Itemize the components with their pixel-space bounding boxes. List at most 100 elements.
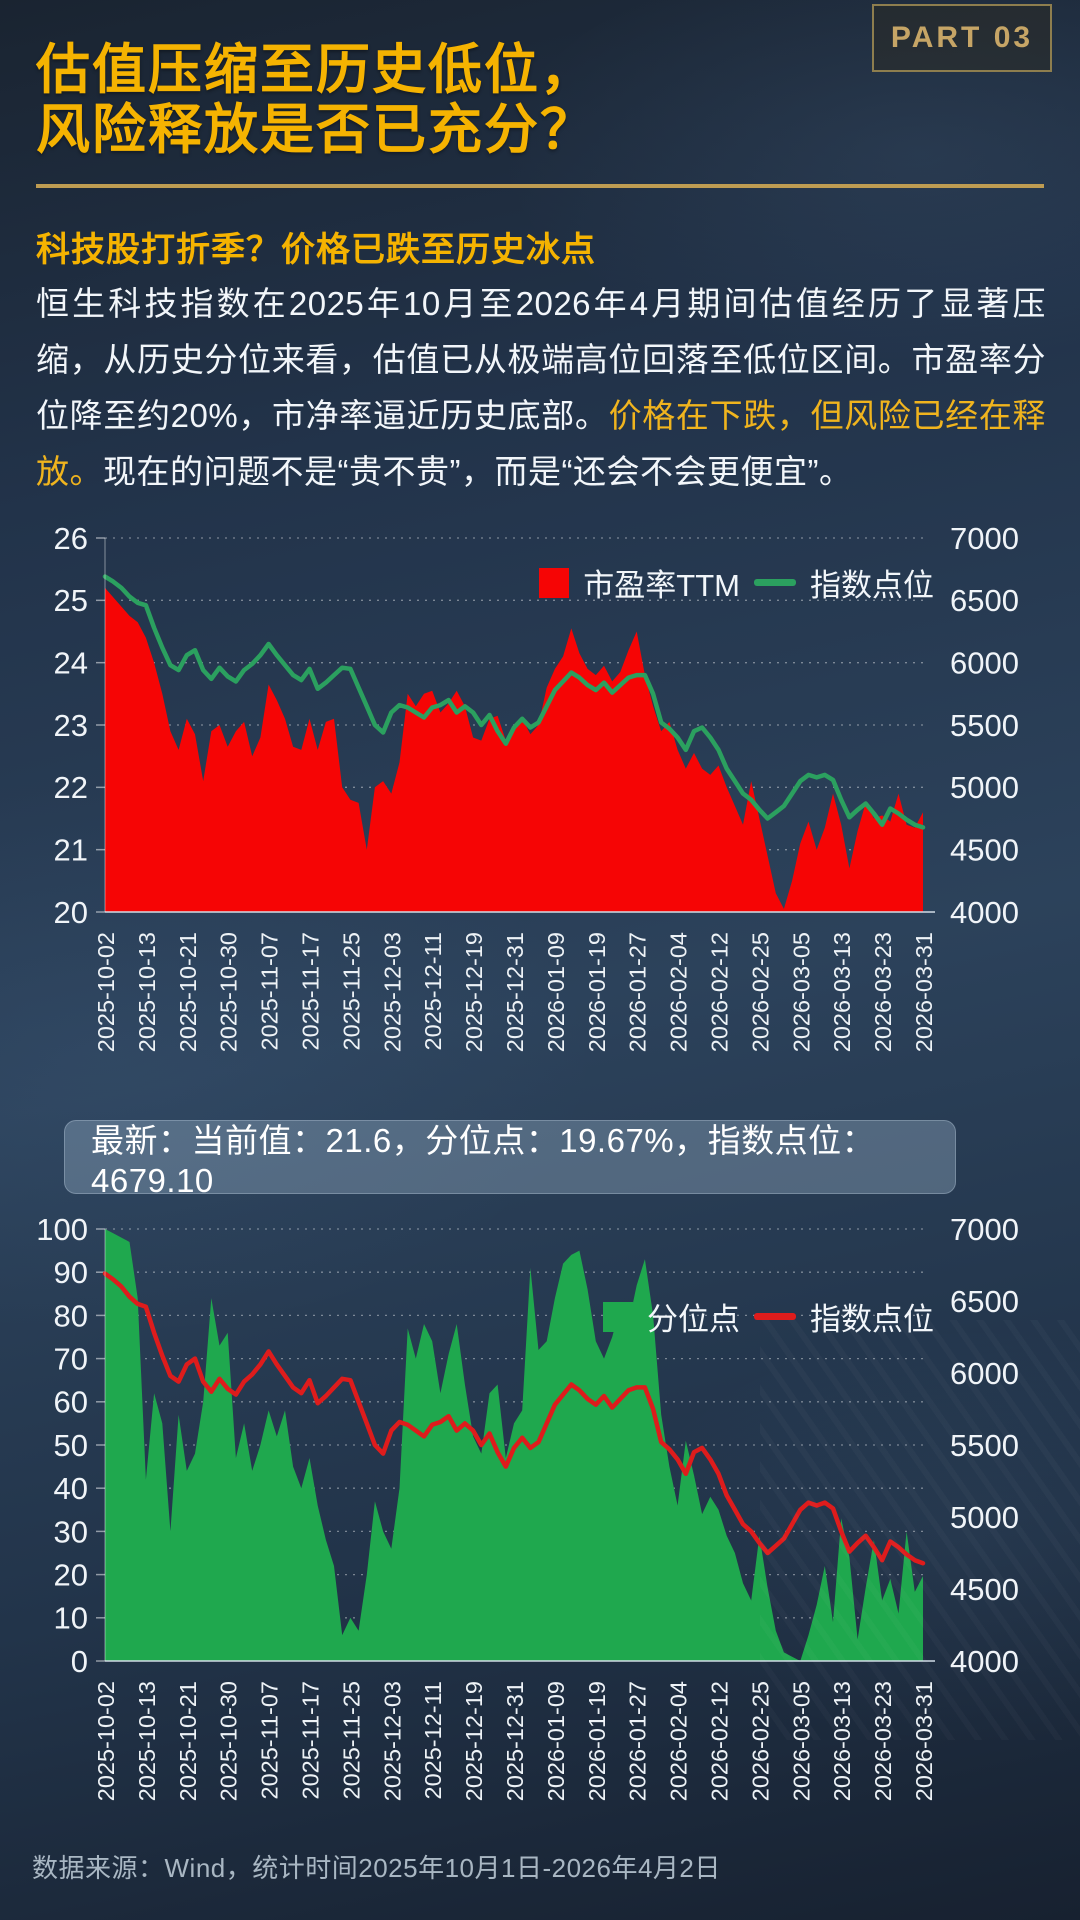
- left-axis-tick-label: 90: [54, 1255, 88, 1290]
- x-axis-date-label: 2025-10-30: [216, 932, 242, 1052]
- left-axis-tick-label: 24: [54, 646, 88, 681]
- left-axis-tick-label: 60: [54, 1385, 88, 1420]
- x-axis-date-label: 2025-10-30: [216, 1681, 242, 1801]
- x-axis-date-label: 2026-03-23: [870, 1681, 896, 1801]
- x-axis-date-label: 2026-02-12: [707, 1681, 733, 1801]
- x-axis-date-label: 2026-03-31: [911, 932, 937, 1052]
- right-axis-tick-label: 5000: [950, 1500, 1019, 1535]
- part-badge: PART 03: [872, 4, 1052, 72]
- x-axis-date-label: 2026-03-13: [829, 1681, 855, 1801]
- right-axis-tick-label: 6500: [950, 1284, 1019, 1319]
- paragraph-highlight: 价格在下跌，但风险已经在释放。: [36, 397, 1046, 490]
- right-axis-tick-label: 4000: [950, 895, 1019, 930]
- gold-divider: [36, 184, 1044, 188]
- x-axis-date-label: 2025-12-03: [379, 932, 405, 1052]
- x-axis-date-label: 2026-02-25: [747, 1681, 773, 1801]
- x-axis-date-label: 2025-10-21: [175, 1681, 201, 1801]
- x-axis-date-label: 2025-12-03: [379, 1681, 405, 1801]
- right-axis-tick-label: 5500: [950, 708, 1019, 743]
- series-line-指数点位: [102, 1271, 926, 1566]
- pe-area-swatch: [539, 567, 570, 598]
- left-axis-tick-label: 25: [54, 583, 88, 618]
- x-axis-date-label: 2025-12-31: [502, 1681, 528, 1801]
- section-subtitle: 科技股打折季？价格已跌至历史冰点: [36, 231, 596, 269]
- left-axis-tick-label: 23: [54, 708, 88, 743]
- paragraph-text-before: 恒生科技指数在2025年10月至2026年4月期间估值经历了显著压缩，从历史分位…: [36, 285, 1046, 434]
- x-axis-date-label: 2025-12-11: [420, 1681, 446, 1799]
- left-axis-tick-label: 26: [54, 521, 88, 556]
- x-axis-date-label: 2026-01-09: [543, 932, 569, 1052]
- chart2-legend-line-label: 指数点位: [810, 1302, 934, 1337]
- body-paragraph: 恒生科技指数在2025年10月至2026年4月期间估值经历了显著压缩，从历史分位…: [36, 276, 1046, 500]
- x-axis-date-label: 2025-11-25: [338, 1681, 364, 1799]
- chart2-legend-area-label: 分位点: [647, 1302, 740, 1337]
- page-title: 估值压缩至历史低位， 风险释放是否已充分？: [36, 40, 896, 160]
- x-axis-date-label: 2025-10-02: [93, 932, 119, 1052]
- x-axis-date-label: 2025-11-07: [257, 932, 283, 1050]
- x-axis-date-label: 2025-11-07: [257, 1681, 283, 1799]
- x-axis-date-label: 2025-10-21: [175, 932, 201, 1052]
- latest-value-banner: 最新：当前值：21.6，分位点：19.67%，指数点位：4679.10: [64, 1120, 956, 1199]
- x-axis-date-label: 2026-01-27: [625, 1681, 651, 1801]
- left-axis-tick-label: 20: [54, 895, 88, 930]
- x-axis-date-label: 2025-10-02: [93, 1681, 119, 1801]
- x-axis-date-label: 2025-11-25: [338, 932, 364, 1050]
- x-axis-date-label: 2025-12-11: [420, 932, 446, 1050]
- right-axis-tick-label: 4500: [950, 1572, 1019, 1607]
- latest-value-text: 最新：当前值：21.6，分位点：19.67%，指数点位：4679.10: [91, 1122, 876, 1199]
- chart1-legend-line-label: 指数点位: [810, 568, 934, 603]
- series-line-指数点位: [102, 574, 926, 830]
- left-axis-tick-label: 40: [54, 1471, 88, 1506]
- x-axis-date-label: 2025-10-13: [134, 1681, 160, 1801]
- x-axis-date-label: 2026-03-23: [870, 932, 896, 1052]
- chart1-legend-area-label: 市盈率TTM: [583, 568, 740, 603]
- part-badge-label: PART 03: [890, 21, 1034, 54]
- page-title-line2: 风险释放是否已充分？: [36, 100, 596, 160]
- x-axis-date-label: 2026-02-12: [707, 932, 733, 1052]
- x-axis-date-label: 2025-12-19: [461, 1681, 487, 1801]
- data-source-note: 数据来源：Wind，统计时间2025年10月1日-2026年4月2日: [32, 1853, 721, 1883]
- right-axis-tick-label: 7000: [950, 521, 1019, 556]
- x-axis-date-label: 2026-01-19: [584, 932, 610, 1052]
- x-axis-date-label: 2026-01-19: [584, 1681, 610, 1801]
- x-axis-date-label: 2026-03-05: [788, 1681, 814, 1801]
- x-axis-date-label: 2026-03-31: [911, 1681, 937, 1801]
- left-axis-tick-label: 21: [54, 833, 88, 868]
- left-axis-tick-label: 70: [54, 1341, 88, 1376]
- right-axis-tick-label: 4500: [950, 833, 1019, 868]
- index-line-swatch-green: [754, 579, 796, 586]
- x-axis-date-label: 2025-11-17: [298, 932, 324, 1050]
- x-axis-date-label: 2025-12-31: [502, 932, 528, 1052]
- pct-area-swatch: [603, 1301, 633, 1332]
- left-axis-tick-label: 22: [54, 770, 88, 805]
- right-axis-tick-label: 5000: [950, 770, 1019, 805]
- x-axis-date-label: 2025-11-17: [298, 1681, 324, 1799]
- x-axis-date-label: 2026-02-04: [666, 932, 692, 1052]
- right-axis-tick-label: 6000: [950, 646, 1019, 681]
- page-title-line1: 估值压缩至历史低位，: [36, 40, 596, 100]
- x-axis-date-label: 2026-03-05: [788, 932, 814, 1052]
- chart1-legend: 市盈率TTM 指数点位: [539, 560, 934, 605]
- left-axis-tick-label: 20: [54, 1557, 88, 1592]
- x-axis-date-label: 2025-10-13: [134, 932, 160, 1052]
- left-axis-tick-label: 10: [54, 1601, 88, 1636]
- x-axis-date-label: 2026-02-25: [747, 932, 773, 1052]
- left-axis-tick-label: 80: [54, 1298, 88, 1333]
- left-axis-tick-label: 0: [71, 1644, 88, 1679]
- chart2-legend: 分位点 指数点位: [603, 1294, 934, 1339]
- left-axis-tick-label: 50: [54, 1428, 88, 1463]
- right-axis-tick-label: 5500: [950, 1428, 1019, 1463]
- x-axis-date-label: 2026-01-27: [625, 932, 651, 1052]
- x-axis-date-label: 2026-03-13: [829, 932, 855, 1052]
- paragraph-text-after: 现在的问题不是“贵不贵”，而是“还会不会更便宜”。: [103, 453, 853, 490]
- x-axis-date-label: 2026-02-04: [666, 1681, 692, 1801]
- right-axis-tick-label: 6500: [950, 583, 1019, 618]
- series-area-市盈率TTM: [105, 587, 923, 912]
- right-axis-tick-label: 4000: [950, 1644, 1019, 1679]
- index-line-swatch-red: [754, 1313, 796, 1320]
- left-axis-tick-label: 100: [36, 1212, 88, 1247]
- x-axis-date-label: 2026-01-09: [543, 1681, 569, 1801]
- x-axis-date-label: 2025-12-19: [461, 932, 487, 1052]
